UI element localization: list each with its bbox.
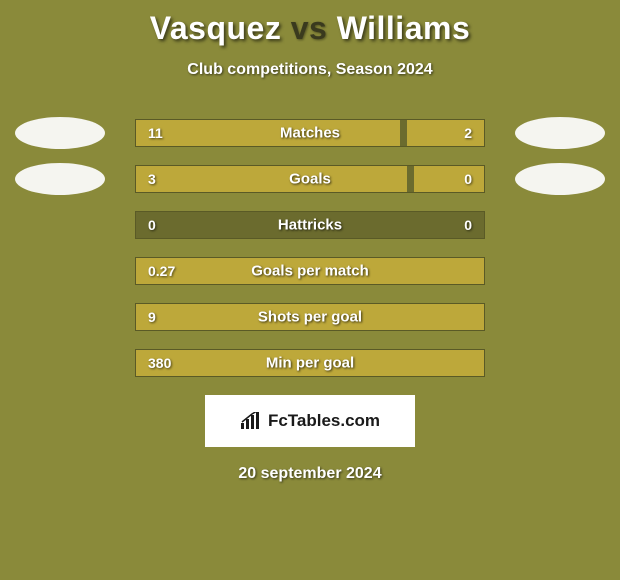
stat-value-left: 3 [148,171,156,187]
stat-value-left: 0 [148,217,156,233]
stat-value-right: 0 [464,171,472,187]
stat-label: Goals [289,171,331,188]
infographic-container: Vasquez vs Williams Club competitions, S… [0,0,620,483]
stat-label: Goals per match [251,263,369,280]
stat-value-left: 380 [148,355,171,371]
brand-logo: FcTables.com [240,411,380,431]
stat-bar-track: 11 2 Matches [135,119,485,147]
stat-label: Hattricks [278,217,342,234]
chart-icon [240,412,262,430]
stat-row: 0 0 Hattricks [0,211,620,239]
stat-row: 380 Min per goal [0,349,620,377]
player2-avatar [515,117,605,149]
stat-label: Shots per goal [258,309,362,326]
stat-bar-track: 0 0 Hattricks [135,211,485,239]
stat-value-right: 2 [464,125,472,141]
stat-value-left: 11 [148,125,163,141]
date-label: 20 september 2024 [0,465,620,483]
player1-avatar [15,117,105,149]
player2-avatar [515,163,605,195]
stat-bar-left [136,120,400,146]
stats-chart: 11 2 Matches 3 0 Goals 0 0 Hattricks 0.27 Goals pe… [0,119,620,377]
player1-avatar [15,163,105,195]
stat-row: 9 Shots per goal [0,303,620,331]
stat-bar-right [407,120,484,146]
brand-box: FcTables.com [205,395,415,447]
stat-row: 0.27 Goals per match [0,257,620,285]
stat-value-right: 0 [464,217,472,233]
comparison-title: Vasquez vs Williams [0,10,620,47]
brand-text: FcTables.com [268,411,380,431]
stat-value-left: 9 [148,309,156,325]
stat-value-left: 0.27 [148,263,175,279]
stat-bar-left [136,166,407,192]
player1-name: Vasquez [150,10,282,46]
stat-bar-right [414,166,484,192]
subtitle: Club competitions, Season 2024 [0,61,620,79]
stat-bar-track: 9 Shots per goal [135,303,485,331]
stat-bar-track: 3 0 Goals [135,165,485,193]
stat-label: Matches [280,125,340,142]
stat-label: Min per goal [266,355,354,372]
stat-bar-track: 380 Min per goal [135,349,485,377]
player2-name: Williams [337,10,471,46]
stat-row: 11 2 Matches [0,119,620,147]
stat-bar-track: 0.27 Goals per match [135,257,485,285]
stat-row: 3 0 Goals [0,165,620,193]
vs-separator: vs [291,10,328,46]
